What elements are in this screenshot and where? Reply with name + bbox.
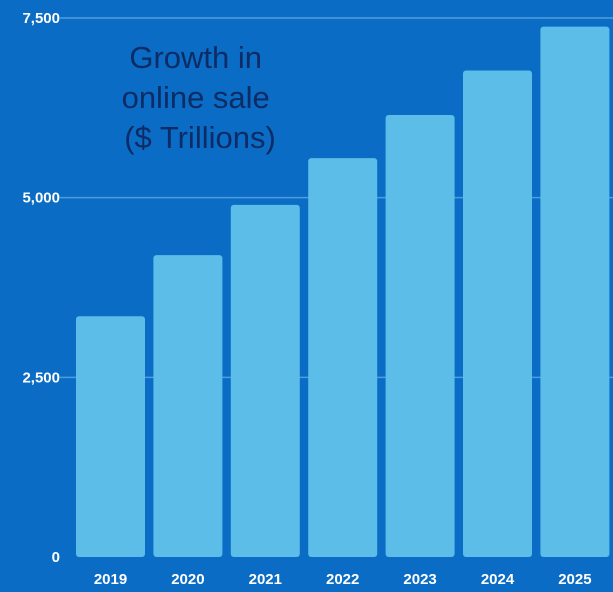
chart-title-line: ($ Trillions) bbox=[124, 120, 276, 155]
y-tick-label: 0 bbox=[52, 549, 60, 566]
y-axis-ticks: 0 2,500 5,000 7,500 bbox=[22, 10, 60, 566]
chart-title-line: Growth in bbox=[129, 40, 262, 75]
bar-2022 bbox=[308, 158, 378, 557]
x-tick-label: 2021 bbox=[249, 571, 282, 588]
x-tick-label: 2020 bbox=[171, 571, 204, 588]
x-tick-label: 2024 bbox=[481, 571, 515, 588]
bar-2025 bbox=[540, 26, 610, 557]
x-tick-label: 2025 bbox=[558, 571, 591, 588]
bar-2019 bbox=[76, 316, 145, 557]
bar-2023 bbox=[385, 115, 455, 558]
bars bbox=[76, 26, 610, 558]
bar-2020 bbox=[153, 255, 223, 557]
x-tick-label: 2023 bbox=[403, 571, 436, 588]
x-tick-label: 2019 bbox=[94, 571, 127, 588]
y-tick-label: 5,000 bbox=[22, 190, 60, 207]
y-tick-label: 2,500 bbox=[22, 369, 60, 386]
chart-title-line: online sale bbox=[122, 80, 270, 115]
bar-2021 bbox=[230, 204, 300, 557]
x-tick-label: 2022 bbox=[326, 571, 359, 588]
y-tick-label: 7,500 bbox=[22, 10, 60, 27]
chart-title: Growth in online sale ($ Trillions) bbox=[122, 40, 279, 155]
bar-2024 bbox=[463, 70, 532, 557]
x-axis-ticks: 2019 2020 2021 2022 2023 2024 2025 bbox=[94, 571, 592, 588]
